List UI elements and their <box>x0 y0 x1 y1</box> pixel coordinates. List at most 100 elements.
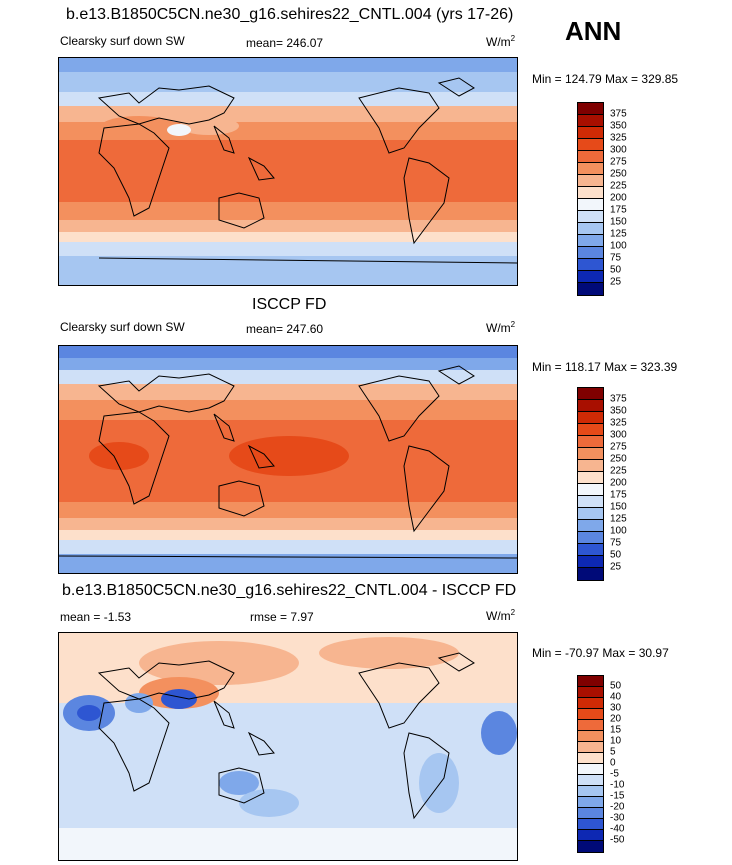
panel2-colorbar-swatch <box>578 484 603 496</box>
panel2-colorbar-swatch <box>578 400 603 412</box>
panel3-colorbar-swatch <box>578 775 603 786</box>
season-label: ANN <box>565 16 622 46</box>
panel1-colorbar-swatch <box>578 115 603 127</box>
panel1-colorbar-tick: 300 <box>610 144 627 156</box>
panel3-colorbar-tick: -20 <box>610 801 625 813</box>
panel3-map <box>58 632 518 861</box>
panel3-colorbar-swatch <box>578 731 603 742</box>
panel1-minmax-label: Min = 124.79 Max = 329.85 <box>532 72 679 86</box>
panel1-colorbar-tick: 25 <box>610 276 622 288</box>
panel3-colorbar-tick: 15 <box>610 724 622 736</box>
panel3-colorbar-swatch <box>578 753 603 764</box>
panel2-units-label: W/m2 <box>486 320 516 335</box>
panel3-colorbar-tick: -30 <box>610 812 625 824</box>
panel3-colorbar-tick: -40 <box>610 823 625 835</box>
panel1-colorbar-tick: 100 <box>610 240 627 252</box>
panel3-colorbar-swatch <box>578 698 603 709</box>
panel2-colorbar-tick: 150 <box>610 501 627 513</box>
panel1-colorbar-swatch <box>578 259 603 271</box>
panel3-colorbar-swatch <box>578 830 603 841</box>
panel3-colorbar <box>577 675 604 853</box>
panel2-colorbar <box>577 387 604 581</box>
panel1-colorbar <box>577 102 604 296</box>
panel3-colorbar-tick: -50 <box>610 834 625 846</box>
panel3-colorbar-swatch <box>578 764 603 775</box>
panel1-colorbar-swatch <box>578 175 603 187</box>
panel3-colorbar-tick: 0 <box>610 757 616 769</box>
panel2-colorbar-swatch <box>578 436 603 448</box>
panel3-units-label: W/m2 <box>486 608 516 623</box>
panel2-colorbar-tick: 250 <box>610 453 627 465</box>
panel2-colorbar-tick: 375 <box>610 393 627 405</box>
panel1-colorbar-tick: 75 <box>610 252 622 264</box>
panel1-mean-label: mean= 246.07 <box>246 36 324 50</box>
panel3-colorbar-swatch <box>578 720 603 731</box>
panel3-colorbar-tick: 50 <box>610 680 622 692</box>
panel3-colorbar-tick: -5 <box>610 768 619 780</box>
panel1-colorbar-swatch <box>578 127 603 139</box>
panel2-map <box>58 345 518 574</box>
panel2-colorbar-swatch <box>578 424 603 436</box>
panel3-colorbar-tick: 40 <box>610 691 622 703</box>
panel1-colorbar-tick: 225 <box>610 180 627 192</box>
panel1-colorbar-tick: 200 <box>610 192 627 204</box>
panel2-colorbar-tick: 275 <box>610 441 627 453</box>
panel2-colorbar-tick: 25 <box>610 561 622 573</box>
panel1-map <box>58 57 518 286</box>
panel1-colorbar-tick: 375 <box>610 108 627 120</box>
panel1-colorbar-tick: 325 <box>610 132 627 144</box>
panel2-title: ISCCP FD <box>252 296 327 313</box>
panel1-colorbar-swatch <box>578 223 603 235</box>
panel3-colorbar-tick: -10 <box>610 779 625 791</box>
panel2-minmax-label: Min = 118.17 Max = 323.39 <box>532 360 678 374</box>
panel3-colorbar-swatch <box>578 786 603 797</box>
panel1-colorbar-swatch <box>578 235 603 247</box>
panel3-colorbar-swatch <box>578 742 603 753</box>
panel2-colorbar-tick: 350 <box>610 405 627 417</box>
panel2-colorbar-swatch <box>578 388 603 400</box>
panel1-units-label: W/m2 <box>486 34 516 49</box>
panel1-title: b.e13.B1850C5CN.ne30_g16.sehires22_CNTL.… <box>66 6 514 23</box>
panel3-title: b.e13.B1850C5CN.ne30_g16.sehires22_CNTL.… <box>62 582 517 599</box>
panel2-colorbar-tick: 175 <box>610 489 627 501</box>
panel1-colorbar-swatch <box>578 283 603 295</box>
panel2-colorbar-swatch <box>578 496 603 508</box>
panel2-colorbar-tick: 100 <box>610 525 627 537</box>
panel1-colorbar-swatch <box>578 247 603 259</box>
panel3-colorbar-tick: 5 <box>610 746 616 758</box>
panel2-colorbar-swatch <box>578 544 603 556</box>
panel2-colorbar-swatch <box>578 472 603 484</box>
panel1-colorbar-tick: 175 <box>610 204 627 216</box>
panel3-colorbar-swatch <box>578 797 603 808</box>
panel1-colorbar-swatch <box>578 163 603 175</box>
panel1-colorbar-tick: 150 <box>610 216 627 228</box>
panel3-colorbar-tick: 10 <box>610 735 622 747</box>
panel2-colorbar-tick: 50 <box>610 549 622 561</box>
panel3-colorbar-swatch <box>578 676 603 687</box>
panel3-colorbar-tick: 20 <box>610 713 622 725</box>
panel1-colorbar-tick: 350 <box>610 120 627 132</box>
panel1-variable-label: Clearsky surf down SW <box>60 34 185 48</box>
panel1-colorbar-swatch <box>578 151 603 163</box>
panel1-colorbar-tick: 275 <box>610 156 627 168</box>
panel1-colorbar-swatch <box>578 103 603 115</box>
panel2-colorbar-swatch <box>578 508 603 520</box>
panel2-colorbar-swatch <box>578 532 603 544</box>
panel2-colorbar-swatch <box>578 412 603 424</box>
panel2-colorbar-tick: 325 <box>610 417 627 429</box>
panel3-colorbar-swatch <box>578 709 603 720</box>
panel2-colorbar-tick: 125 <box>610 513 627 525</box>
panel1-colorbar-swatch <box>578 199 603 211</box>
panel3-colorbar-tick: -15 <box>610 790 625 802</box>
panel1-colorbar-swatch <box>578 139 603 151</box>
panel1-colorbar-tick: 50 <box>610 264 622 276</box>
panel2-variable-label: Clearsky surf down SW <box>60 320 185 334</box>
panel2-mean-label: mean= 247.60 <box>246 322 324 336</box>
panel2-colorbar-tick: 200 <box>610 477 627 489</box>
panel2-colorbar-swatch <box>578 460 603 472</box>
panel3-minmax-label: Min = -70.97 Max = 30.97 <box>532 646 669 660</box>
panel2-colorbar-swatch <box>578 520 603 532</box>
panel2-colorbar-tick: 300 <box>610 429 627 441</box>
panel1-colorbar-tick: 250 <box>610 168 627 180</box>
panel2-colorbar-tick: 75 <box>610 537 622 549</box>
